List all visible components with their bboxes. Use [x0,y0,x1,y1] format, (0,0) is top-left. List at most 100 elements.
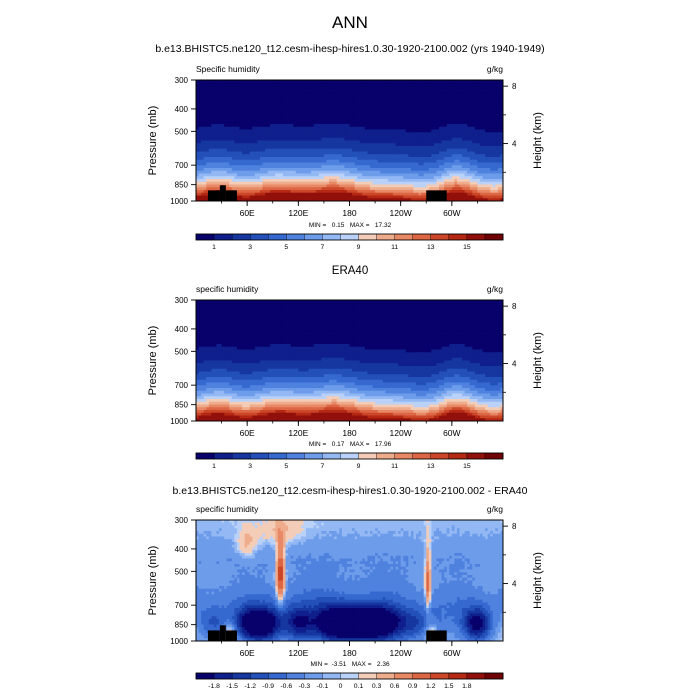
contour-cell [436,126,440,131]
contour-cell [239,181,243,186]
contour-cell [259,115,264,120]
contour-cell [487,107,491,111]
contour-cell [403,132,407,136]
contour-cell [323,129,328,133]
contour-cell [316,115,320,120]
contour-cell [479,110,484,114]
contour-cell [385,121,389,125]
contour-cell [459,162,463,166]
contour-cell [216,181,220,186]
contour-cell [206,154,210,158]
contour-cell [418,184,422,188]
contour-cell [449,135,453,139]
contour-cell [318,113,322,117]
contour-cell [329,146,333,150]
contour-cell [242,124,246,128]
contour-cell [224,118,228,122]
contour-cell [254,99,258,103]
contour-cell [288,132,292,136]
contour-cell [492,91,496,95]
contour-cell [329,190,333,194]
contour-cell [208,88,212,92]
contour-cell [318,190,322,194]
contour-cell [313,104,317,109]
contour-cell [433,82,438,87]
contour-cell [282,148,287,153]
contour-cell [444,159,448,164]
contour-cell [385,126,389,131]
contour-cell [262,132,266,136]
contour-cell [426,91,430,95]
contour-cell [377,151,381,155]
contour-cell [221,126,225,131]
contour-cell [372,176,376,180]
contour-cell [428,148,432,153]
contour-cell [497,190,502,194]
contour-cell [362,135,366,139]
contour-cell [267,140,271,144]
contour-cell [336,99,340,103]
contour-cell [206,88,210,92]
contour-cell [308,165,312,169]
contour-cell [459,102,463,106]
contour-cell [364,96,369,100]
contour-cell [270,121,274,125]
contour-cell [311,104,315,109]
contour-cell [201,88,205,92]
contour-cell [477,165,481,169]
contour-cell [331,170,335,175]
contour-cell [426,124,430,128]
contour-cell [280,146,284,150]
contour-cell [357,99,361,103]
contour-cell [219,107,223,111]
contour-cell [316,181,320,186]
contour-cell [285,184,289,188]
contour-cell [290,91,294,95]
contour-cell [259,88,264,92]
contour-cell [380,184,384,188]
contour-cell [293,102,297,106]
contour-cell [226,143,230,147]
contour-cell [213,146,218,150]
contour-cell [272,132,276,136]
contour-cell [303,121,307,125]
contour-cell [211,85,215,89]
contour-cell [423,157,427,161]
contour-cell [196,179,200,183]
contour-cell [208,170,212,175]
contour-cell [229,143,233,147]
contour-cell [203,102,207,106]
contour-cell [469,80,473,84]
contour-cell [219,82,223,87]
contour-cell [280,181,284,186]
contour-cell [341,135,345,139]
contour-cell [405,135,409,139]
contour-cell [234,91,238,95]
contour-cell [280,187,284,191]
contour-cell [295,162,299,166]
contour-cell [229,93,233,98]
contour-cell [272,121,276,125]
contour-cell [423,113,427,117]
contour-cell [201,170,205,175]
contour-cell [213,157,218,161]
contour-cell [341,126,345,131]
contour-cell [382,146,386,150]
contour-cell [441,146,445,150]
contour-cell [492,113,496,117]
contour-cell [405,184,409,188]
contour-cell [462,148,466,153]
contour-cell [441,80,445,84]
contour-cell [469,85,473,89]
contour-cell [459,104,463,109]
contour-cell [439,157,443,161]
contour-cell [359,190,363,194]
contour-cell [482,126,486,131]
contour-cell [293,184,297,188]
contour-cell [198,140,202,144]
contour-cell [318,91,322,95]
contour-cell [282,181,287,186]
contour-cell [446,129,450,133]
contour-cell [418,85,422,89]
contour-cell [285,135,289,139]
